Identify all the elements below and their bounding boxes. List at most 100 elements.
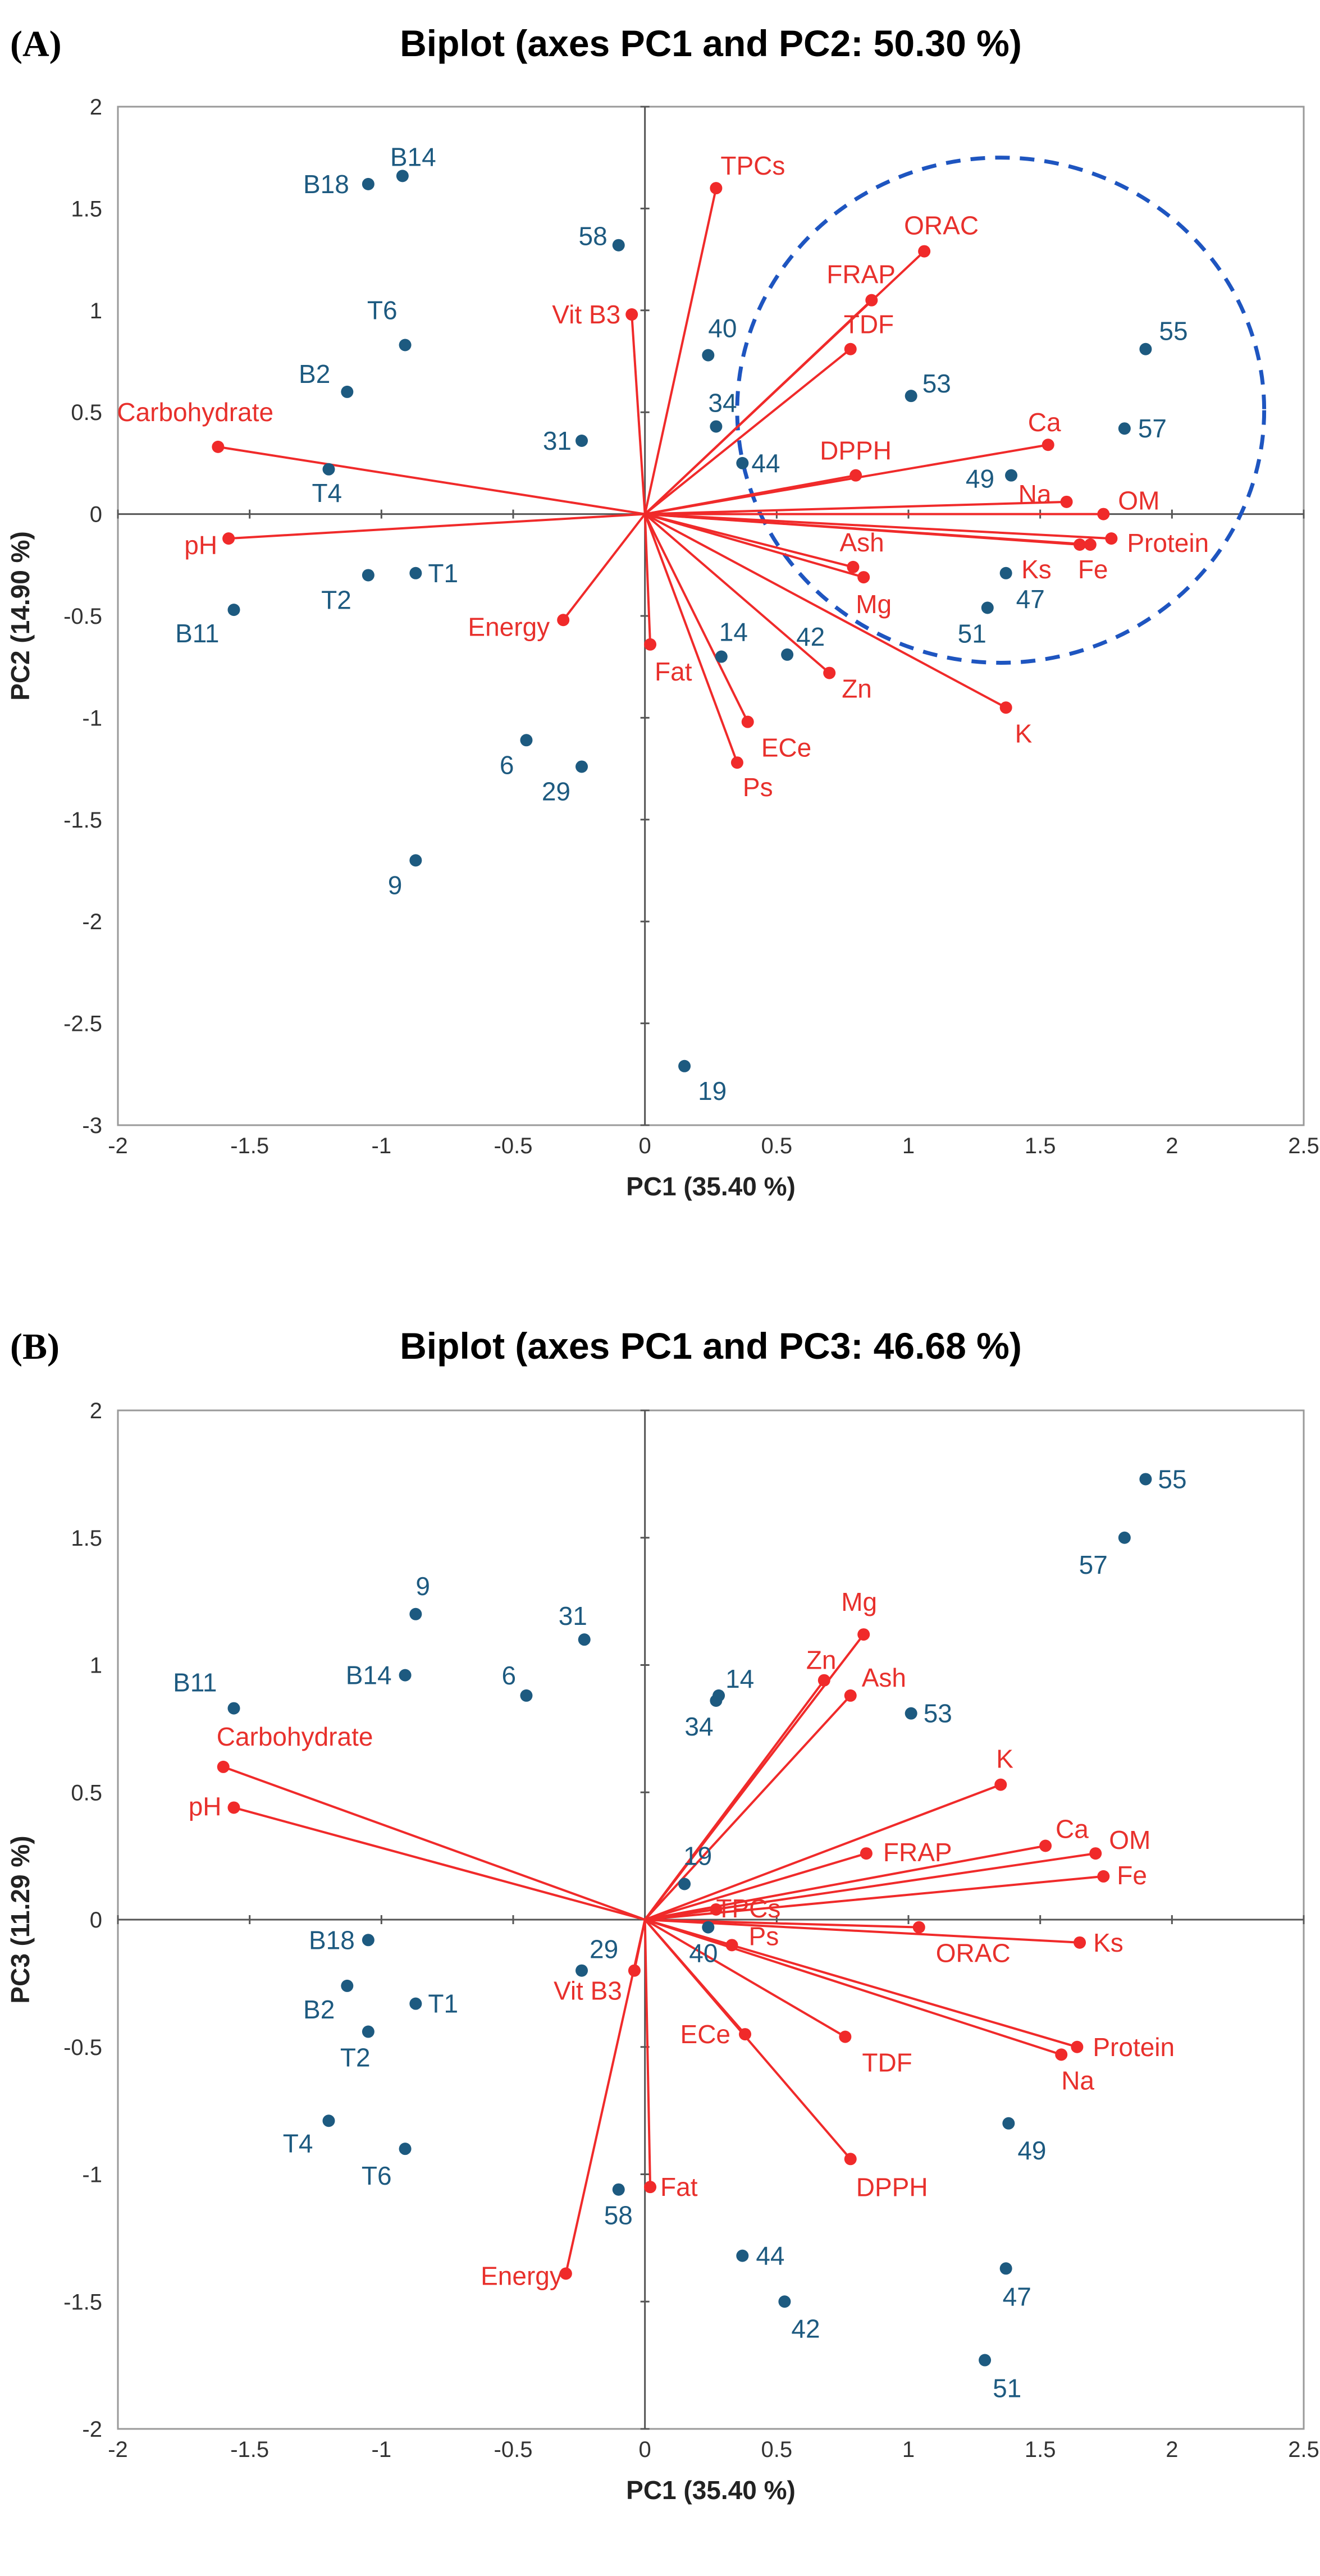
observation-point bbox=[678, 1059, 691, 1072]
observation-point bbox=[612, 239, 625, 252]
observation-label: 29 bbox=[590, 1935, 618, 1964]
loading-point bbox=[844, 1689, 857, 1702]
observation-label: 49 bbox=[1017, 2136, 1046, 2165]
observation-label: T1 bbox=[428, 1989, 458, 2018]
loading-label: OM bbox=[1109, 1825, 1150, 1855]
loading-vector bbox=[218, 445, 645, 515]
x-tick-label: 1.5 bbox=[1025, 2437, 1056, 2462]
observation-point bbox=[227, 604, 240, 616]
loading-point bbox=[559, 2267, 572, 2280]
loading-point bbox=[1097, 1870, 1110, 1883]
observation-label: 40 bbox=[689, 1939, 718, 1968]
loading-point bbox=[999, 701, 1012, 714]
observation-label: B18 bbox=[309, 1925, 355, 1954]
observation-label: B11 bbox=[173, 1668, 217, 1697]
loading-label: Vit B3 bbox=[554, 1976, 622, 2006]
observation-label: B14 bbox=[346, 1661, 392, 1690]
loading-vector bbox=[631, 314, 646, 514]
observation-point bbox=[575, 1964, 588, 1977]
loading-label: K bbox=[1015, 719, 1033, 748]
observation-label: 6 bbox=[501, 1661, 516, 1690]
observation-label: 42 bbox=[791, 2314, 820, 2343]
observation-point bbox=[981, 601, 994, 614]
observation-label: 58 bbox=[579, 222, 608, 251]
y-tick-label: 2 bbox=[90, 95, 102, 120]
y-tick-label: -2.5 bbox=[63, 1012, 102, 1036]
observation-label: T6 bbox=[362, 2161, 392, 2190]
observation-label: 40 bbox=[708, 314, 737, 343]
loading-point bbox=[1097, 508, 1110, 520]
x-tick-label: 2.5 bbox=[1288, 2437, 1319, 2462]
y-tick-label: -1 bbox=[82, 2163, 102, 2187]
loading-point bbox=[844, 342, 857, 355]
loading-label: Na bbox=[1018, 479, 1052, 509]
loading-label: Zn bbox=[842, 674, 872, 704]
observation-label: 51 bbox=[958, 619, 986, 648]
loading-vector bbox=[644, 1679, 825, 1921]
observation-point bbox=[575, 760, 588, 773]
observation-point bbox=[520, 734, 533, 747]
observation-point bbox=[905, 1707, 917, 1720]
observation-point bbox=[702, 349, 715, 362]
loading-label: Mg bbox=[856, 590, 892, 619]
loading-point bbox=[212, 440, 225, 453]
x-tick-label: 2 bbox=[1166, 1134, 1178, 1158]
x-tick-label: -1 bbox=[372, 1134, 392, 1158]
observation-label: B2 bbox=[303, 1995, 335, 2024]
loading-label: Protein bbox=[1093, 2033, 1175, 2062]
loading-label: Vit B3 bbox=[552, 300, 620, 329]
loading-point bbox=[865, 294, 878, 307]
observation-label: 53 bbox=[924, 1699, 952, 1728]
observation-label: 55 bbox=[1159, 317, 1187, 346]
loading-point bbox=[227, 1801, 240, 1814]
loading-label: TPCs bbox=[716, 1894, 780, 1923]
loading-vector bbox=[643, 513, 749, 723]
observation-label: B2 bbox=[299, 359, 330, 389]
observation-point bbox=[1005, 469, 1018, 482]
observation-label: 47 bbox=[1016, 584, 1045, 614]
x-tick-label: -0.5 bbox=[494, 1134, 533, 1158]
loading-vector bbox=[645, 513, 864, 578]
observation-point bbox=[341, 1979, 354, 1992]
observation-label: B11 bbox=[175, 619, 219, 648]
loading-point bbox=[857, 1628, 870, 1641]
x-axis-title: PC1 (35.40 %) bbox=[626, 2475, 796, 2505]
loading-label: TDF bbox=[862, 2048, 912, 2077]
observation-point bbox=[999, 2262, 1012, 2275]
x-tick-label: 0.5 bbox=[761, 2437, 793, 2462]
loading-vector bbox=[643, 188, 718, 515]
chart-panel-1: (A) Biplot (axes PC1 and PC2: 50.30 %)-2-… bbox=[6, 22, 1319, 1201]
loading-label: Zn bbox=[806, 1646, 837, 1675]
loading-point bbox=[817, 1674, 830, 1687]
loading-label: Ca bbox=[1056, 1814, 1089, 1843]
loading-label: Ks bbox=[1021, 555, 1052, 584]
loading-label: ORAC bbox=[936, 1939, 1011, 1968]
x-tick-label: 0 bbox=[639, 1134, 651, 1158]
loading-label: Fe bbox=[1078, 555, 1108, 584]
loading-point bbox=[1071, 2040, 1084, 2053]
observation-point bbox=[710, 1694, 723, 1707]
x-tick-label: 0.5 bbox=[761, 1134, 793, 1158]
loading-label: ORAC bbox=[904, 211, 979, 240]
loading-label: Energy bbox=[468, 612, 550, 641]
observation-label: B14 bbox=[390, 142, 436, 171]
loading-vector bbox=[645, 513, 1112, 540]
loading-vector bbox=[645, 474, 856, 515]
loading-point bbox=[849, 469, 862, 482]
observation-point bbox=[702, 1921, 715, 1934]
y-tick-label: 2 bbox=[90, 1399, 102, 1423]
y-tick-label: -3 bbox=[82, 1113, 102, 1138]
observation-label: T1 bbox=[428, 559, 458, 588]
loading-label: Fe bbox=[1117, 1861, 1147, 1890]
loading-vector bbox=[645, 1908, 716, 1921]
observation-label: 31 bbox=[559, 1601, 587, 1630]
loading-label: Na bbox=[1061, 2066, 1094, 2095]
observation-point bbox=[1139, 1473, 1152, 1486]
y-tick-label: -1.5 bbox=[63, 808, 102, 833]
chart-title: Biplot (axes PC1 and PC3: 46.68 %) bbox=[400, 1325, 1022, 1367]
observation-point bbox=[322, 463, 335, 476]
observation-label: 58 bbox=[604, 2201, 633, 2230]
x-tick-label: -1 bbox=[372, 2437, 392, 2462]
loading-vector bbox=[644, 348, 851, 515]
